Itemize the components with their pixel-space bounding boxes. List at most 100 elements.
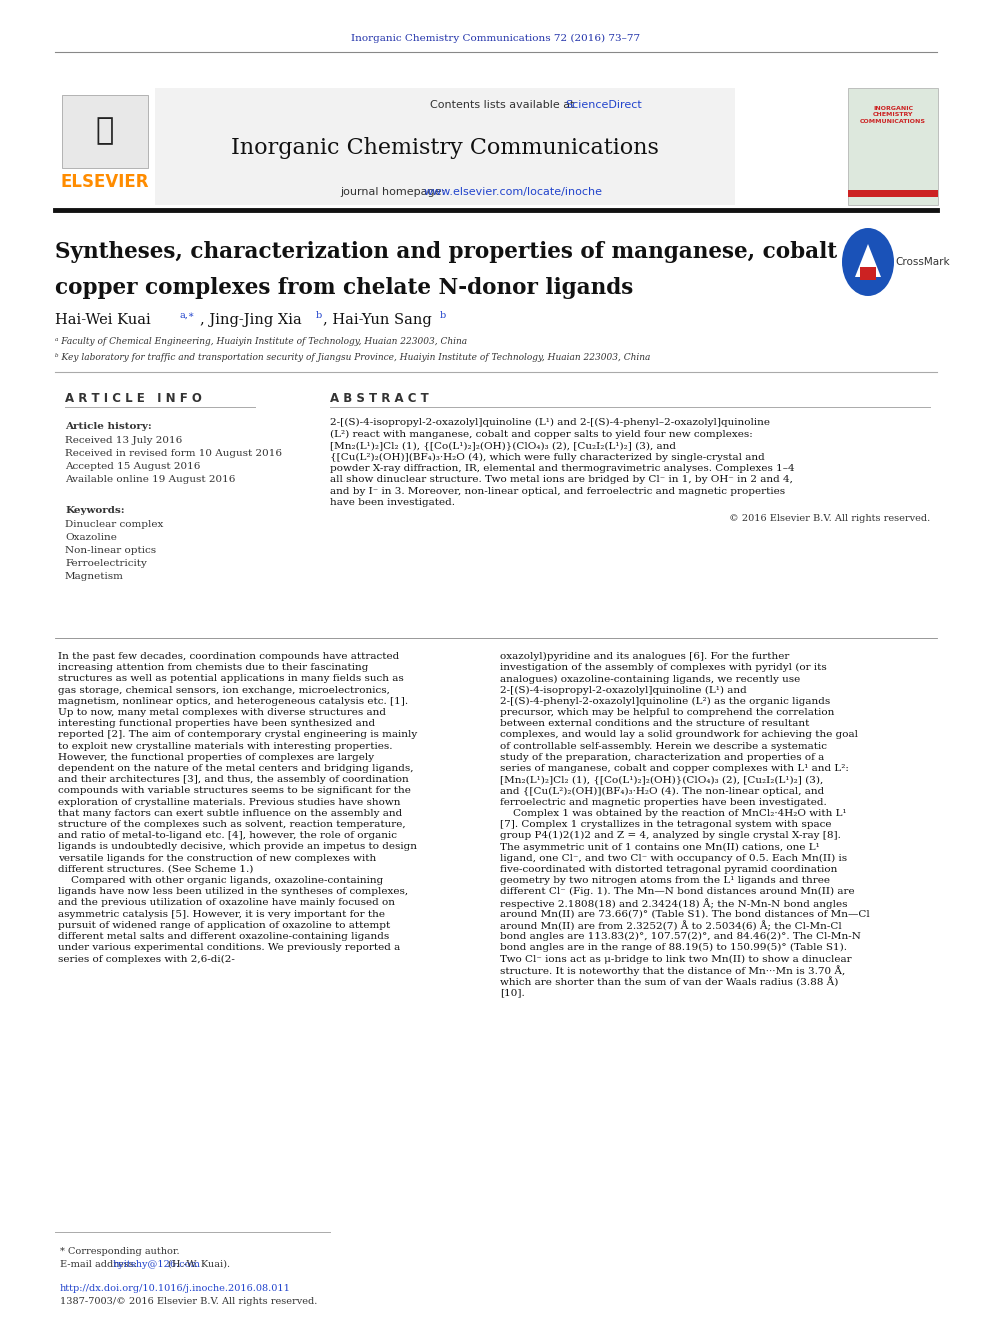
Text: In the past few decades, coordination compounds have attracted: In the past few decades, coordination co…	[58, 652, 399, 662]
Text: analogues) oxazoline-containing ligands, we recently use: analogues) oxazoline-containing ligands,…	[500, 675, 801, 684]
Bar	[860, 267, 876, 280]
Bar	[155, 89, 735, 205]
Text: Received 13 July 2016: Received 13 July 2016	[65, 437, 183, 445]
Text: structures as well as potential applications in many fields such as: structures as well as potential applicat…	[58, 675, 404, 684]
Text: Inorganic Chemistry Communications: Inorganic Chemistry Communications	[231, 138, 659, 159]
Text: ligands have now less been utilized in the syntheses of complexes,: ligands have now less been utilized in t…	[58, 888, 408, 896]
Text: A R T I C L E   I N F O: A R T I C L E I N F O	[65, 392, 202, 405]
Text: study of the preparation, characterization and properties of a: study of the preparation, characterizati…	[500, 753, 824, 762]
Text: all show dinuclear structure. Two metal ions are bridged by Cl⁻ in 1, by OH⁻ in : all show dinuclear structure. Two metal …	[330, 475, 793, 484]
Text: 2-[(S)-4-phenyl-2-oxazolyl]quinoline (L²) as the organic ligands: 2-[(S)-4-phenyl-2-oxazolyl]quinoline (L²…	[500, 697, 830, 706]
Text: that many factors can exert subtle influence on the assembly and: that many factors can exert subtle influ…	[58, 808, 402, 818]
Text: respective 2.1808(18) and 2.3424(18) Å; the N-Mn-N bond angles: respective 2.1808(18) and 2.3424(18) Å; …	[500, 898, 847, 909]
Text: (H.-W. Kuai).: (H.-W. Kuai).	[168, 1259, 230, 1269]
Text: increasing attention from chemists due to their fascinating: increasing attention from chemists due t…	[58, 663, 368, 672]
Text: Two Cl⁻ ions act as μ-bridge to link two Mn(II) to show a dinuclear: Two Cl⁻ ions act as μ-bridge to link two…	[500, 954, 851, 963]
Text: Magnetism: Magnetism	[65, 572, 124, 581]
Text: Up to now, many metal complexes with diverse structures and: Up to now, many metal complexes with div…	[58, 708, 386, 717]
Text: , Hai-Yun Sang: , Hai-Yun Sang	[323, 314, 432, 327]
Text: of controllable self-assembly. Herein we describe a systematic: of controllable self-assembly. Herein we…	[500, 742, 827, 750]
Text: around Mn(II) are from 2.3252(7) Å to 2.5034(6) Å; the Cl-Mn-Cl: around Mn(II) are from 2.3252(7) Å to 2.…	[500, 921, 842, 931]
Text: around Mn(II) are 73.66(7)° (Table S1). The bond distances of Mn—Cl: around Mn(II) are 73.66(7)° (Table S1). …	[500, 910, 870, 918]
Text: five-coordinated with distorted tetragonal pyramid coordination: five-coordinated with distorted tetragon…	[500, 865, 837, 873]
Text: to exploit new crystalline materials with interesting properties.: to exploit new crystalline materials wit…	[58, 742, 393, 750]
Text: series of manganese, cobalt and copper complexes with L¹ and L²:: series of manganese, cobalt and copper c…	[500, 763, 849, 773]
Text: [7]. Complex 1 crystallizes in the tetragonal system with space: [7]. Complex 1 crystallizes in the tetra…	[500, 820, 831, 830]
Text: b: b	[440, 311, 446, 319]
Text: a,∗: a,∗	[180, 311, 195, 319]
Text: magnetism, nonlinear optics, and heterogeneous catalysis etc. [1].: magnetism, nonlinear optics, and heterog…	[58, 697, 408, 705]
Text: series of complexes with 2,6-di(2-: series of complexes with 2,6-di(2-	[58, 954, 235, 963]
Text: Accepted 15 August 2016: Accepted 15 August 2016	[65, 462, 200, 471]
Text: [10].: [10].	[500, 988, 525, 998]
Text: dependent on the nature of the metal centers and bridging ligands,: dependent on the nature of the metal cen…	[58, 763, 414, 773]
Text: pursuit of widened range of application of oxazoline to attempt: pursuit of widened range of application …	[58, 921, 390, 930]
Text: different metal salts and different oxazoline-containing ligands: different metal salts and different oxaz…	[58, 931, 389, 941]
Text: INORGANIC
CHEMISTRY
COMMUNICATIONS: INORGANIC CHEMISTRY COMMUNICATIONS	[860, 106, 926, 124]
Text: exploration of crystalline materials. Previous studies have shown: exploration of crystalline materials. Pr…	[58, 798, 401, 807]
Text: 2-[(S)-4-isopropyl-2-oxazolyl]quinoline (L¹) and: 2-[(S)-4-isopropyl-2-oxazolyl]quinoline …	[500, 685, 747, 695]
Text: Available online 19 August 2016: Available online 19 August 2016	[65, 475, 235, 484]
Text: ScienceDirect: ScienceDirect	[565, 101, 642, 110]
Text: [Mn₂(L¹)₂]Cl₂ (1), {[Co(L¹)₂]₂(OH)}(ClO₄)₃ (2), [Cu₂I₂(L¹)₂] (3), and: [Mn₂(L¹)₂]Cl₂ (1), {[Co(L¹)₂]₂(OH)}(ClO₄…	[330, 441, 676, 450]
Text: Ferroelectricity: Ferroelectricity	[65, 560, 147, 568]
Text: Complex 1 was obtained by the reaction of MnCl₂·4H₂O with L¹: Complex 1 was obtained by the reaction o…	[500, 808, 846, 818]
Text: powder X-ray diffraction, IR, elemental and thermogravimetric analyses. Complexe: powder X-ray diffraction, IR, elemental …	[330, 464, 795, 474]
Text: Dinuclear complex: Dinuclear complex	[65, 520, 164, 529]
Text: compounds with variable structures seems to be significant for the: compounds with variable structures seems…	[58, 786, 411, 795]
Text: precursor, which may be helpful to comprehend the correlation: precursor, which may be helpful to compr…	[500, 708, 834, 717]
Text: Received in revised form 10 August 2016: Received in revised form 10 August 2016	[65, 448, 282, 458]
Text: interesting functional properties have been synthesized and: interesting functional properties have b…	[58, 720, 375, 728]
Text: ferroelectric and magnetic properties have been investigated.: ferroelectric and magnetic properties ha…	[500, 798, 826, 807]
Text: different structures. (See Scheme 1.): different structures. (See Scheme 1.)	[58, 865, 253, 873]
Polygon shape	[855, 243, 881, 277]
Text: http://dx.doi.org/10.1016/j.inoche.2016.08.011: http://dx.doi.org/10.1016/j.inoche.2016.…	[60, 1285, 291, 1293]
Text: complexes, and would lay a solid groundwork for achieving the goal: complexes, and would lay a solid groundw…	[500, 730, 858, 740]
Bar	[848, 191, 938, 197]
Text: different Cl⁻ (Fig. 1). The Mn—N bond distances around Mn(II) are: different Cl⁻ (Fig. 1). The Mn—N bond di…	[500, 888, 855, 896]
Text: group P4(1)2(1)2 and Z = 4, analyzed by single crystal X-ray [8].: group P4(1)2(1)2 and Z = 4, analyzed by …	[500, 831, 841, 840]
Bar	[62, 95, 148, 168]
Text: Inorganic Chemistry Communications 72 (2016) 73–77: Inorganic Chemistry Communications 72 (2…	[351, 33, 641, 42]
Text: bond angles are 113.83(2)°, 107.57(2)°, and 84.46(2)°. The Cl-Mn-N: bond angles are 113.83(2)°, 107.57(2)°, …	[500, 931, 861, 941]
Text: geometry by two nitrogen atoms from the L¹ ligands and three: geometry by two nitrogen atoms from the …	[500, 876, 830, 885]
Text: 🌲: 🌲	[96, 116, 114, 146]
Text: A B S T R A C T: A B S T R A C T	[330, 392, 429, 405]
Text: Contents lists available at: Contents lists available at	[430, 101, 578, 110]
Text: Syntheses, characterization and properties of manganese, cobalt and: Syntheses, characterization and properti…	[55, 241, 889, 263]
Text: Hai-Wei Kuai: Hai-Wei Kuai	[55, 314, 151, 327]
Text: copper complexes from chelate N-donor ligands: copper complexes from chelate N-donor li…	[55, 277, 633, 299]
Text: CrossMark: CrossMark	[895, 257, 949, 267]
Text: E-mail address:: E-mail address:	[60, 1259, 137, 1269]
Bar	[848, 89, 938, 205]
Text: ligands is undoubtedly decisive, which provide an impetus to design: ligands is undoubtedly decisive, which p…	[58, 843, 417, 852]
Text: asymmetric catalysis [5]. However, it is very important for the: asymmetric catalysis [5]. However, it is…	[58, 910, 385, 918]
Text: ᵇ Key laboratory for traffic and transportation security of Jiangsu Province, Hu: ᵇ Key laboratory for traffic and transpo…	[55, 352, 651, 361]
Text: and by I⁻ in 3. Moreover, non-linear optical, and ferroelectric and magnetic pro: and by I⁻ in 3. Moreover, non-linear opt…	[330, 487, 785, 496]
Text: {[Cu(L²)₂(OH)](BF₄)₃·H₂O (4), which were fully characterized by single-crystal a: {[Cu(L²)₂(OH)](BF₄)₃·H₂O (4), which were…	[330, 452, 765, 462]
Text: * Corresponding author.: * Corresponding author.	[60, 1248, 180, 1256]
Text: hyitshy@126.com: hyitshy@126.com	[113, 1259, 200, 1269]
Text: Non-linear optics: Non-linear optics	[65, 546, 156, 556]
Text: structure of the complexes such as solvent, reaction temperature,: structure of the complexes such as solve…	[58, 820, 406, 830]
Text: bond angles are in the range of 88.19(5) to 150.99(5)° (Table S1).: bond angles are in the range of 88.19(5)…	[500, 943, 847, 953]
Text: , Jing-Jing Xia: , Jing-Jing Xia	[200, 314, 302, 327]
Text: reported [2]. The aim of contemporary crystal engineering is mainly: reported [2]. The aim of contemporary cr…	[58, 730, 418, 740]
Text: (L²) react with manganese, cobalt and copper salts to yield four new complexes:: (L²) react with manganese, cobalt and co…	[330, 430, 753, 439]
Text: 1387-7003/© 2016 Elsevier B.V. All rights reserved.: 1387-7003/© 2016 Elsevier B.V. All right…	[60, 1297, 317, 1306]
Text: have been investigated.: have been investigated.	[330, 499, 455, 508]
Text: investigation of the assembly of complexes with pyridyl (or its: investigation of the assembly of complex…	[500, 663, 826, 672]
Text: and the previous utilization of oxazoline have mainly focused on: and the previous utilization of oxazolin…	[58, 898, 395, 908]
Text: Oxazoline: Oxazoline	[65, 533, 117, 542]
Text: However, the functional properties of complexes are largely: However, the functional properties of co…	[58, 753, 374, 762]
Text: and ratio of metal-to-ligand etc. [4], however, the role of organic: and ratio of metal-to-ligand etc. [4], h…	[58, 831, 397, 840]
Text: between external conditions and the structure of resultant: between external conditions and the stru…	[500, 720, 809, 728]
Text: which are shorter than the sum of van der Waals radius (3.88 Å): which are shorter than the sum of van de…	[500, 976, 838, 987]
Text: © 2016 Elsevier B.V. All rights reserved.: © 2016 Elsevier B.V. All rights reserved…	[729, 515, 930, 523]
Text: b: b	[316, 311, 322, 319]
Text: under various experimental conditions. We previously reported a: under various experimental conditions. W…	[58, 943, 400, 953]
Text: [Mn₂(L¹)₂]Cl₂ (1), {[Co(L¹)₂]₂(OH)}(ClO₄)₃ (2), [Cu₂I₂(L¹)₂] (3),: [Mn₂(L¹)₂]Cl₂ (1), {[Co(L¹)₂]₂(OH)}(ClO₄…	[500, 775, 823, 785]
Text: Compared with other organic ligands, oxazoline-containing: Compared with other organic ligands, oxa…	[58, 876, 383, 885]
Text: gas storage, chemical sensors, ion exchange, microelectronics,: gas storage, chemical sensors, ion excha…	[58, 685, 390, 695]
Text: Article history:: Article history:	[65, 422, 152, 431]
